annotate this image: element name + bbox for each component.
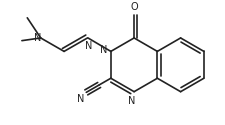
Text: N: N <box>34 33 42 43</box>
Text: O: O <box>130 2 138 12</box>
Text: N: N <box>100 45 107 55</box>
Text: N: N <box>77 94 84 104</box>
Text: N: N <box>85 41 92 51</box>
Text: N: N <box>128 96 136 106</box>
